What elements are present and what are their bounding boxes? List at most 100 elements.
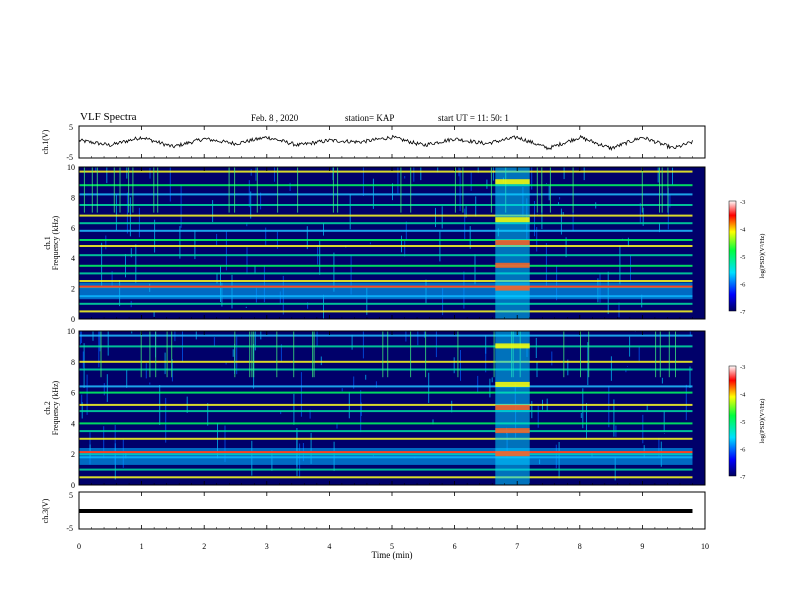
spectrogram-speckle: [349, 193, 351, 230]
spectrogram-speckle: [642, 414, 644, 444]
colorbar-tick-label: -4: [740, 392, 746, 399]
spectrogram-impulse: [313, 331, 315, 378]
spectrogram-impulse: [659, 331, 661, 378]
xaxis-tick-label: 0: [77, 542, 81, 551]
spectrogram-impulse: [337, 167, 339, 213]
spectrogram-band: [79, 239, 693, 241]
spectrogram-speckle: [642, 207, 644, 226]
spectrogram-speckle: [353, 376, 355, 389]
colorbar-tick-label: -4: [740, 227, 746, 234]
spectrogram-speckle: [80, 331, 82, 344]
spectrogram-band: [79, 360, 693, 363]
spectrogram-band: [79, 204, 693, 206]
spectrogram-speckle: [477, 375, 479, 393]
spectrogram-speckle: [341, 388, 343, 392]
spectrogram-speckle: [212, 200, 214, 222]
ch1-ytick-bottom: -5: [66, 153, 73, 162]
spectrogram-burst-band: [495, 240, 530, 245]
spectrogram-impulse: [155, 331, 157, 378]
spectrogram-speckle: [618, 302, 620, 318]
spectrogram-speckle: [453, 357, 455, 374]
spectrogram-speckle: [558, 202, 559, 206]
spectrogram-speckle: [319, 240, 321, 275]
spectrogram-impulse: [276, 331, 278, 378]
spectrogram-speckle: [280, 344, 282, 362]
spectrogram-speckle: [306, 226, 308, 250]
ch3-signal: [79, 509, 693, 513]
spectrogram-band: [79, 245, 693, 247]
spectrogram-speckle: [289, 182, 291, 191]
spectrogram-ytick-label: 10: [67, 163, 75, 172]
spectrogram-ytick-label: 0: [71, 481, 75, 490]
xaxis-tick-label: 10: [701, 542, 709, 551]
spectrogram-band: [79, 193, 693, 196]
spectrogram-speckle: [435, 207, 436, 228]
spectrogram-band: [79, 334, 693, 337]
spectrogram-band: [79, 254, 693, 257]
spectrogram-speckle: [491, 377, 493, 383]
spectrogram-speckle: [309, 409, 311, 419]
colorbar-tick-label: -3: [740, 199, 745, 206]
spectrogram-band: [79, 229, 693, 232]
spectrogram-band: [79, 385, 693, 388]
spectrogram-speckle: [260, 192, 262, 210]
spectrogram-band: [79, 214, 693, 217]
spectrogram-impulse: [249, 331, 251, 378]
ch2-ylabel-freq: Frequency (kHz): [51, 380, 60, 435]
spectrogram-speckle: [401, 235, 402, 253]
spectrogram-speckle: [126, 192, 128, 234]
time-axis: 0 1 2 3 4 5 6 7 8 9 10: [77, 126, 709, 551]
colorbar-tick-label: -6: [740, 447, 746, 454]
spectrogram-speckle: [470, 172, 472, 191]
ch3-ylabel: ch.3(V): [41, 498, 50, 523]
spectrogram-band: [79, 170, 693, 173]
spectrogram-speckle: [300, 372, 302, 417]
spectrogram-speckle: [492, 167, 494, 181]
spectrogram-speckle: [435, 331, 437, 358]
spectrogram-speckle: [551, 351, 553, 366]
spectrogram-speckle: [245, 306, 247, 308]
ch1-colorbar-gradient: [728, 200, 737, 312]
spectrogram-speckle: [254, 265, 256, 274]
spectrogram-impulse: [251, 331, 253, 378]
spectrogram-impulse: [100, 331, 102, 378]
spectrogram-speckle: [350, 255, 352, 295]
spectrogram-speckle: [323, 223, 324, 236]
ch2-ylabel-channel: ch.2: [43, 401, 52, 415]
spectrogram-speckle: [586, 403, 587, 440]
spectrogram-speckle: [265, 227, 267, 246]
spectrogram-speckle: [474, 254, 476, 285]
spectrogram-band: [79, 422, 693, 425]
spectrogram-impulse: [297, 167, 299, 213]
spectrogram-speckle: [362, 331, 364, 359]
spectrogram-impulse: [157, 167, 159, 213]
spectrogram-band: [79, 280, 693, 282]
spectrogram-speckle: [105, 235, 107, 250]
spectrogram-speckle: [559, 197, 561, 200]
spectrogram-impulse: [457, 331, 459, 378]
spectrogram-speckle: [86, 374, 88, 415]
spectrogram-speckle: [423, 331, 425, 338]
spectrogram-speckle: [154, 219, 156, 253]
xaxis-tick-label: 4: [327, 542, 331, 551]
spectrogram-speckle: [627, 366, 628, 367]
spectrogram-speckle: [669, 194, 671, 208]
spectrogram-ytick-label: 2: [71, 450, 75, 459]
spectrogram-burst-band: [495, 343, 530, 349]
spectrogram-speckle: [131, 331, 133, 334]
spectrogram-impulse: [256, 167, 258, 213]
ch3-ytick-bottom: -5: [66, 524, 73, 533]
spectrogram-speckle: [296, 428, 298, 467]
spectrogram-speckle: [534, 201, 535, 237]
spectrogram-speckle: [106, 167, 108, 184]
colorbar-tick-label: -6: [740, 282, 746, 289]
ch1-ylabel-channel: ch.1: [43, 236, 52, 250]
xaxis-tick-label: 1: [140, 542, 144, 551]
spectrogram-band: [79, 302, 693, 305]
spectrogram-speckle: [689, 331, 691, 336]
spectrogram-speckle: [432, 419, 434, 425]
date-label: Feb. 8 , 2020: [251, 113, 299, 123]
spectrogram-band: [79, 368, 693, 371]
spectrogram-lowband: [79, 448, 693, 465]
